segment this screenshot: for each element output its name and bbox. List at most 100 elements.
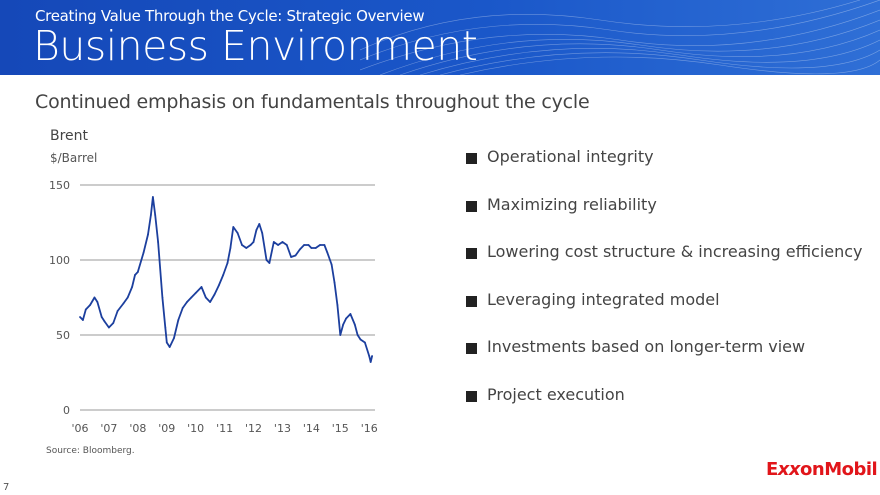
data-point (369, 361, 372, 363)
data-point (204, 296, 207, 299)
data-point (349, 313, 352, 315)
x-tick-label: '13 (274, 422, 291, 435)
header-wave-pattern (360, 0, 880, 75)
bullet-item: Maximizing reliability (466, 195, 863, 243)
page-subtitle: Continued emphasis on fundamentals throu… (35, 91, 590, 113)
bullet-item: Leveraging integrated model (466, 290, 863, 338)
x-tick-label: '08 (129, 422, 146, 435)
data-point (323, 244, 326, 246)
data-point (108, 326, 110, 329)
exxonmobil-logo: ExxonMobil (766, 459, 878, 480)
data-point (209, 301, 212, 303)
source-note: Source: Bloomberg. (46, 446, 135, 456)
bullet-square-icon (466, 248, 477, 259)
bullet-text: Investments based on longer-term view (487, 337, 806, 356)
data-point (368, 355, 371, 357)
bullet-square-icon (466, 390, 477, 402)
data-point (226, 262, 229, 264)
data-point (222, 274, 225, 276)
data-point (194, 292, 197, 294)
x-tick-label: '09 (158, 422, 175, 435)
bullet-item: Investments based on longer-term view (466, 337, 863, 385)
data-point (281, 241, 284, 243)
data-point (116, 310, 119, 312)
data-point (277, 244, 280, 246)
data-point (181, 307, 184, 309)
data-point (294, 254, 297, 257)
data-point (157, 241, 159, 243)
bullet-square-icon (466, 200, 477, 212)
data-point (363, 341, 366, 344)
data-point (249, 244, 252, 246)
data-point (161, 296, 164, 299)
data-point (200, 286, 203, 288)
data-point (290, 256, 293, 258)
data-point (298, 248, 301, 251)
x-tick-label: '10 (187, 422, 204, 435)
bullet-text: Operational integrity (487, 147, 654, 166)
header-supertitle: Creating Value Through the Cycle: Strate… (35, 7, 425, 25)
data-point (103, 320, 106, 323)
data-point (164, 326, 167, 329)
data-point (213, 293, 216, 296)
data-point (245, 247, 248, 249)
data-point (100, 316, 103, 318)
data-point (147, 233, 149, 236)
header-banner: Creating Value Through the Cycle: Strate… (0, 0, 880, 75)
data-point (136, 271, 139, 273)
data-point (285, 244, 288, 246)
data-point (265, 259, 268, 261)
data-point (131, 286, 133, 288)
x-tick-label: '16 (361, 422, 378, 435)
data-point (154, 214, 157, 216)
data-point (217, 284, 220, 287)
bullet-list: Operational integrity Maximizing reliabil… (466, 147, 863, 432)
x-tick-label: '06 (71, 422, 88, 435)
data-point (255, 229, 258, 231)
y-tick-label: 150 (49, 179, 70, 192)
data-point (89, 304, 92, 306)
bullet-square-icon (466, 153, 477, 164)
x-tick-label: '11 (216, 422, 233, 435)
data-point (168, 346, 171, 348)
data-point (330, 263, 333, 266)
data-point (84, 308, 87, 311)
data-point (186, 301, 188, 303)
data-point (303, 244, 306, 246)
data-point (333, 281, 336, 284)
data-point (252, 241, 255, 243)
data-point (359, 338, 362, 341)
data-point (356, 334, 359, 336)
bullet-text: Project execution (487, 384, 625, 404)
data-point (339, 334, 342, 336)
x-tick-label: '14 (303, 422, 320, 435)
x-tick-label: '15 (332, 422, 349, 435)
data-point (134, 274, 136, 276)
data-point (319, 244, 321, 246)
data-point (232, 226, 235, 228)
bullet-square-icon (466, 295, 477, 307)
data-point (96, 301, 99, 303)
chart-y-axis-label: $/Barrel (50, 151, 98, 165)
data-point (177, 319, 180, 321)
data-point (241, 244, 243, 246)
data-point (142, 251, 145, 254)
y-tick-label: 50 (56, 329, 70, 342)
data-point (261, 232, 264, 234)
data-point (345, 317, 347, 320)
data-point (310, 247, 313, 249)
data-point (371, 355, 374, 357)
data-point (173, 337, 175, 339)
bullet-text: Leveraging integrated model (487, 289, 720, 309)
bullet-text: Maximizing reliability (487, 194, 657, 214)
data-point (314, 247, 317, 249)
data-point (326, 251, 329, 254)
data-point (268, 262, 271, 264)
data-point (307, 244, 310, 246)
y-tick-label: 0 (63, 404, 70, 417)
y-tick-label: 100 (49, 254, 70, 267)
data-point (165, 341, 168, 344)
data-point (81, 319, 84, 321)
data-point (126, 296, 129, 299)
data-point (93, 296, 96, 299)
